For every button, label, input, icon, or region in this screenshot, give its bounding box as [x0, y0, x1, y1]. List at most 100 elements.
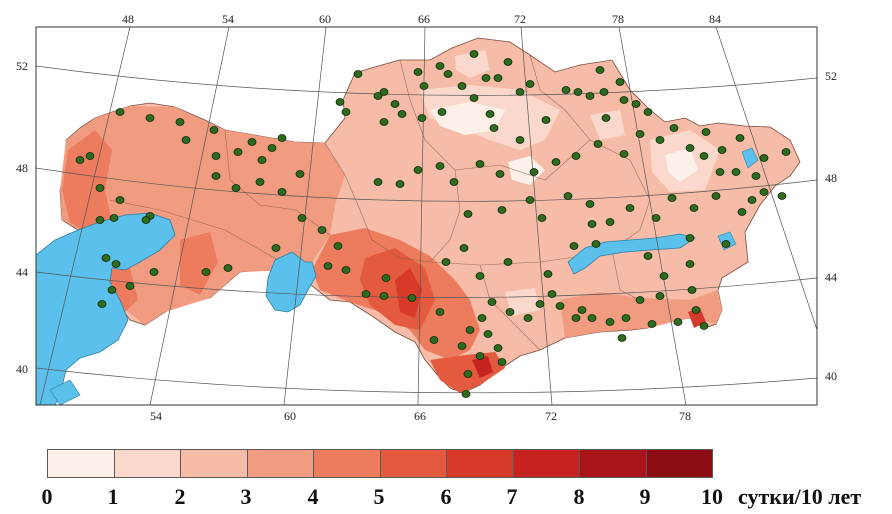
station-marker: [475, 272, 485, 280]
station-marker: [525, 80, 535, 88]
station-marker: [577, 306, 587, 314]
station-marker: [435, 62, 445, 70]
station-marker: [485, 110, 495, 118]
station-marker: [503, 58, 513, 66]
station-marker: [571, 152, 581, 160]
station-marker: [731, 168, 741, 176]
station-marker: [465, 326, 475, 334]
legend-value-0: 0: [41, 484, 53, 509]
station-marker: [141, 216, 151, 224]
station-marker: [503, 258, 513, 266]
station-marker: [493, 74, 503, 82]
station-marker: [523, 314, 533, 322]
legend-value-6: 6: [440, 484, 452, 509]
station-marker: [477, 314, 487, 322]
station-marker: [699, 322, 709, 330]
station-marker: [341, 108, 351, 116]
station-marker: [175, 118, 185, 126]
station-marker: [685, 144, 695, 152]
station-marker: [691, 306, 701, 314]
station-marker: [587, 220, 597, 228]
station-marker: [493, 344, 503, 352]
station-marker: [435, 308, 445, 316]
top-lon-label-54: 54: [222, 12, 234, 26]
station-marker: [599, 88, 609, 96]
station-marker: [619, 150, 629, 158]
station-marker: [115, 108, 125, 116]
station-marker: [647, 320, 657, 328]
station-marker: [497, 358, 507, 366]
station-marker: [437, 108, 447, 116]
graticule: [36, 27, 817, 405]
station-marker: [231, 184, 241, 192]
station-marker: [407, 294, 417, 302]
station-marker: [413, 68, 423, 76]
station-marker: [617, 334, 627, 342]
station-marker: [561, 86, 571, 94]
station-marker: [735, 134, 745, 142]
legend-swatch: [446, 449, 514, 478]
bottom-lon-label-60: 60: [284, 409, 296, 423]
legend-swatch: [180, 449, 248, 478]
station-marker: [659, 272, 669, 280]
station-marker: [463, 210, 473, 218]
station-marker: [111, 260, 121, 268]
left-lat-label-44: 44: [16, 265, 28, 279]
station-marker: [353, 70, 363, 78]
station-marker: [495, 170, 505, 178]
station-marker: [737, 208, 747, 216]
station-marker: [655, 136, 665, 144]
station-marker: [547, 290, 557, 298]
legend-swatch: [579, 449, 647, 478]
station-marker: [619, 96, 629, 104]
legend-swatch: [379, 449, 447, 478]
station-marker: [429, 336, 439, 344]
station-marker: [701, 128, 711, 136]
right-lat-label-44: 44: [825, 270, 837, 284]
left-lat-label-40: 40: [16, 362, 28, 376]
station-marker: [297, 214, 307, 222]
station-marker: [75, 156, 85, 164]
legend-swatch: [645, 449, 713, 478]
station-marker: [759, 154, 769, 162]
kara-bogaz-gol: [49, 379, 81, 405]
station-marker: [505, 308, 515, 316]
station-marker: [587, 314, 597, 322]
station-marker: [689, 204, 699, 212]
station-marker: [233, 148, 243, 156]
station-marker: [469, 94, 479, 102]
station-marker: [711, 192, 721, 200]
right-lat-label-52: 52: [825, 69, 837, 83]
station-marker: [717, 146, 727, 154]
legend-swatch: [47, 449, 115, 478]
bottom-lon-label-54: 54: [150, 409, 162, 423]
station-marker: [413, 166, 423, 174]
station-marker: [395, 180, 405, 188]
station-marker: [591, 240, 601, 248]
legend-value-10: 10: [701, 484, 723, 509]
station-marker: [615, 78, 625, 86]
station-marker: [643, 252, 653, 260]
station-marker: [525, 196, 535, 204]
station-marker: [475, 352, 485, 360]
station-marker: [489, 124, 499, 132]
legend-value-4: 4: [307, 484, 319, 509]
legend-value-7: 7: [506, 484, 518, 509]
bottom-lon-label-66: 66: [414, 409, 426, 423]
station-marker: [515, 136, 525, 144]
station-marker: [341, 266, 351, 274]
station-marker: [271, 244, 281, 252]
station-marker: [687, 286, 697, 294]
legend-value-5: 5: [373, 484, 385, 509]
station-marker: [631, 100, 641, 108]
station-marker: [781, 148, 791, 156]
station-marker: [593, 140, 603, 148]
map-frame: [35, 26, 818, 406]
station-marker: [563, 192, 573, 200]
station-marker: [475, 160, 485, 168]
station-marker: [751, 172, 761, 180]
legend-swatch: [512, 449, 580, 478]
station-marker: [381, 274, 391, 282]
station-marker: [257, 156, 267, 164]
